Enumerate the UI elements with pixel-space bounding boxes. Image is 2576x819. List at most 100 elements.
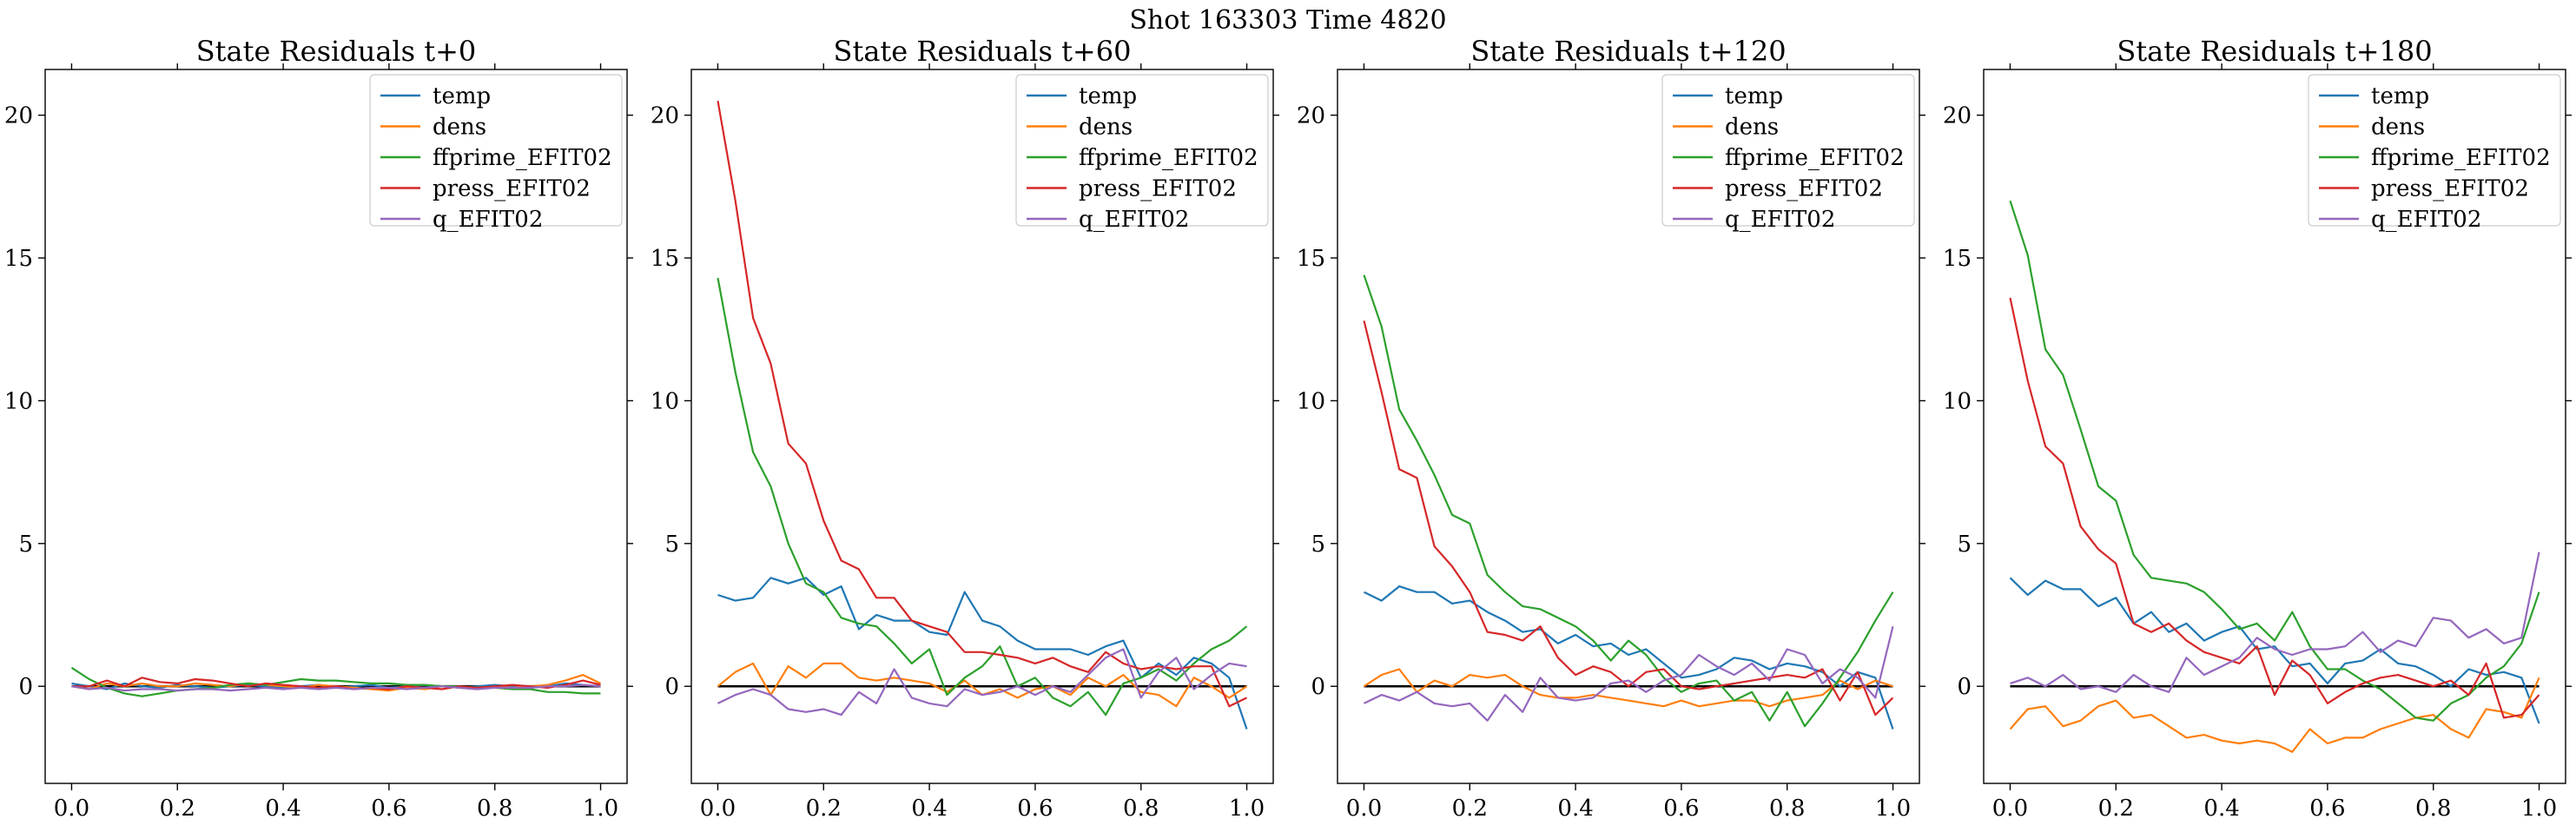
panel-1-ytick-label-0: 0 — [664, 674, 679, 700]
panel-2-legend-label-4: q_EFIT02 — [1725, 207, 1835, 233]
panel-3-legend-label-0: temp — [2371, 83, 2429, 109]
panel-0-ytick-label-4: 20 — [4, 103, 33, 129]
panel-2-series-temp — [1364, 585, 1894, 730]
panel-3-legend-box — [2308, 74, 2561, 227]
panel-0-legend-label-3: press_EFIT02 — [433, 176, 591, 202]
panel-3-legend-label-2: ffprime_EFIT02 — [2371, 145, 2551, 171]
panel-2-series-ffprime_EFIT02 — [1363, 274, 1894, 728]
panel-0-series-press_EFIT02 — [71, 677, 601, 690]
panel-0-title: State Residuals t+0 — [196, 35, 477, 68]
panel-2-xtick-label-1: 0.2 — [1452, 796, 1488, 819]
panel-1-xtick-label-4: 0.8 — [1123, 796, 1159, 819]
panel-0-ytick-label-3: 15 — [4, 246, 33, 272]
panel-2-ytick-label-1: 5 — [1311, 532, 1325, 558]
panel-2-frame — [1337, 69, 1920, 784]
panel-1-xtick-label-2: 0.4 — [911, 796, 947, 819]
panel-0-series-ffprime_EFIT02 — [70, 666, 601, 697]
panel-3-series-ffprime_EFIT02 — [2009, 200, 2540, 722]
panel-3-legend-label-4: q_EFIT02 — [2371, 207, 2481, 233]
panel-3-xtick-label-2: 0.4 — [2203, 796, 2239, 819]
panel-1-ytick-label-1: 5 — [664, 532, 679, 558]
panel-0: State Residuals t+0 0.0 0.2 0.4 0.6 0.8 1.0 0 5 1… — [4, 35, 633, 819]
panel-1-series-press_EFIT02 — [717, 101, 1247, 708]
panel-3-frame — [1983, 69, 2566, 784]
panel-1-legend-label-1: dens — [1079, 115, 1133, 141]
panel-2-legend-label-0: temp — [1725, 83, 1783, 109]
panel-1-title: State Residuals t+60 — [834, 35, 1132, 68]
panel-1-series-temp — [717, 577, 1248, 730]
panel-1-legend-box — [1015, 74, 1269, 227]
panel-0-xtick-label-0: 0.0 — [54, 796, 89, 819]
panel-1: State Residuals t+60 0.0 0.2 0.4 0.6 0.8 1.0 0 5… — [651, 35, 1279, 819]
panel-2-xtick-label-2: 0.4 — [1557, 796, 1593, 819]
panel-1-legend-label-2: ffprime_EFIT02 — [1079, 145, 1258, 171]
panel-3-series-dens — [2009, 677, 2540, 753]
figure-suptitle: Shot 163303 Time 4820 — [1129, 5, 1446, 36]
panel-3: State Residuals t+180 0.0 0.2 0.4 0.6 0.8 1.0 0… — [1943, 35, 2572, 819]
panel-0-ytick-label-0: 0 — [18, 674, 33, 700]
panel-0-xtick-label-3: 0.6 — [371, 796, 406, 819]
panel-3-ytick-label-1: 5 — [1957, 532, 1972, 558]
panel-2-series-press_EFIT02 — [1363, 320, 1894, 717]
panel-1-legend-label-0: temp — [1079, 83, 1137, 109]
panel-1-legend: temp dens ffprime_EFIT02 press_EFIT02 q_EFIT… — [1015, 74, 1269, 233]
panel-1-xtick-label-1: 0.2 — [806, 796, 842, 819]
panel-3-legend-label-1: dens — [2371, 115, 2425, 141]
panel-1-xtick-label-3: 0.6 — [1017, 796, 1053, 819]
panel-0-xtick-label-1: 0.2 — [160, 796, 195, 819]
panel-0-legend: temp dens ffprime_EFIT02 press_EFIT02 q_EFIT… — [369, 74, 623, 233]
panel-2-legend-label-1: dens — [1725, 115, 1779, 141]
panel-0-legend-label-0: temp — [433, 83, 491, 109]
panel-1-ytick-label-3: 15 — [651, 246, 679, 272]
panel-2-title: State Residuals t+120 — [1470, 35, 1786, 68]
panel-3-xtick-label-5: 1.0 — [2521, 796, 2557, 819]
panel-1-ytick-label-4: 20 — [651, 103, 679, 129]
panel-2-series-dens — [1363, 668, 1893, 708]
panel-2: State Residuals t+120 0.0 0.2 0.4 0.6 0.8 1.0 0… — [1297, 35, 1925, 819]
panel-2-ytick-label-2: 10 — [1297, 388, 1325, 414]
panel-0-ytick-label-2: 10 — [4, 388, 33, 414]
panel-0-legend-label-1: dens — [433, 115, 486, 141]
panel-3-ytick-label-0: 0 — [1957, 674, 1972, 700]
panel-1-xtick-label-5: 1.0 — [1229, 796, 1265, 819]
panel-2-legend-label-3: press_EFIT02 — [1725, 176, 1883, 202]
panel-0-legend-box — [369, 74, 623, 227]
panel-2-legend: temp dens ffprime_EFIT02 press_EFIT02 q_EFIT… — [1661, 74, 1915, 233]
panel-0-ytick-label-1: 5 — [18, 532, 33, 558]
panel-3-xtick-label-0: 0.0 — [1992, 796, 2028, 819]
panel-1-legend-label-4: q_EFIT02 — [1079, 207, 1189, 233]
panel-0-legend-label-2: ffprime_EFIT02 — [433, 145, 612, 171]
panel-2-xtick-label-0: 0.0 — [1346, 796, 1382, 819]
panel-3-ytick-label-3: 15 — [1943, 246, 1972, 272]
panel-1-frame — [690, 69, 1274, 784]
panel-1-series-ffprime_EFIT02 — [717, 277, 1248, 717]
panel-3-series-q_EFIT02 — [2010, 552, 2540, 693]
panel-3-legend: temp dens ffprime_EFIT02 press_EFIT02 q_EFIT… — [2308, 74, 2561, 233]
panel-1-legend-label-3: press_EFIT02 — [1079, 176, 1237, 202]
panel-3-ytick-label-4: 20 — [1943, 103, 1972, 129]
panel-3-legend-label-3: press_EFIT02 — [2371, 176, 2529, 202]
panel-1-series-q_EFIT02 — [717, 648, 1247, 717]
panel-2-xtick-label-4: 0.8 — [1769, 796, 1805, 819]
panel-2-legend-label-2: ffprime_EFIT02 — [1725, 145, 1905, 171]
panel-3-xtick-label-1: 0.2 — [2098, 796, 2134, 819]
panel-3-title: State Residuals t+180 — [2117, 35, 2432, 68]
panel-0-legend-label-4: q_EFIT02 — [433, 207, 543, 233]
panel-0-xtick-label-4: 0.8 — [477, 796, 512, 819]
panel-0-series-q_EFIT02 — [71, 684, 601, 692]
panel-2-xtick-label-3: 0.6 — [1663, 796, 1699, 819]
panel-3-xtick-label-3: 0.6 — [2309, 796, 2345, 819]
panel-1-xtick-label-0: 0.0 — [700, 796, 736, 819]
panel-3-xtick-label-4: 0.8 — [2415, 796, 2451, 819]
panel-2-series-q_EFIT02 — [1364, 625, 1894, 722]
panel-3-series-temp — [2009, 577, 2540, 724]
panel-2-ytick-label-3: 15 — [1297, 246, 1325, 272]
panel-0-xtick-label-5: 1.0 — [583, 796, 618, 819]
panel-2-legend-box — [1661, 74, 1915, 227]
panel-0-xtick-label-2: 0.4 — [265, 796, 301, 819]
panel-1-ytick-label-2: 10 — [651, 388, 679, 414]
panel-0-frame — [44, 69, 628, 784]
panel-2-ytick-label-4: 20 — [1297, 103, 1325, 129]
panel-3-series-press_EFIT02 — [2009, 297, 2540, 719]
panel-2-xtick-label-5: 1.0 — [1875, 796, 1911, 819]
